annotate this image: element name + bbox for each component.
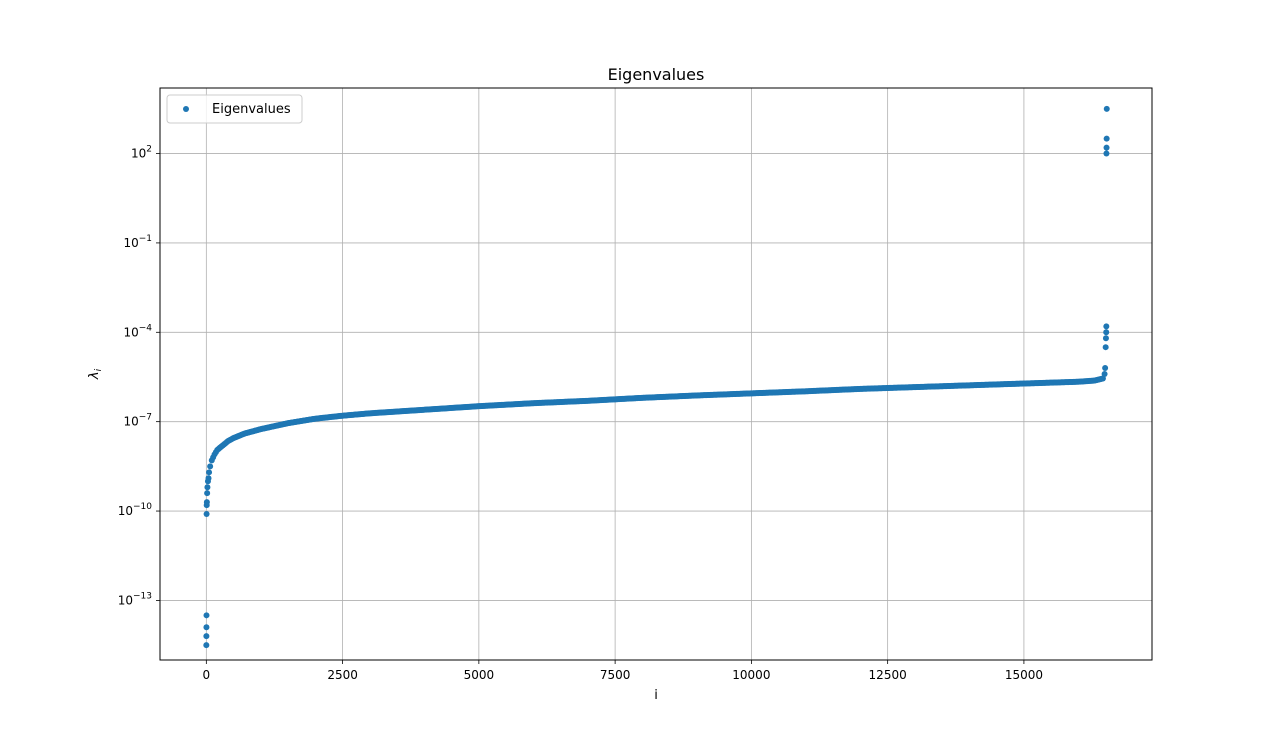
data-point	[1103, 144, 1110, 151]
x-tick-label: 7500	[600, 668, 631, 682]
data-point	[1102, 365, 1109, 372]
y-tick-label-power: −1	[139, 234, 152, 244]
x-tick-label: 2500	[327, 668, 358, 682]
y-tick-label-power: −4	[139, 323, 153, 333]
legend-box	[166, 94, 303, 124]
x-tick-label: 15000	[1005, 668, 1043, 682]
x-tick-label: 12500	[869, 668, 907, 682]
data-point	[1103, 329, 1110, 336]
data-point	[1103, 105, 1110, 112]
y-tick-label-power: 2	[146, 145, 152, 155]
y-tick-label: 10−7	[123, 413, 152, 429]
y-tick-label: 10−4	[123, 323, 152, 339]
data-points	[203, 105, 1110, 649]
y-axis-label-symbol: λ	[87, 371, 102, 380]
x-tick-label: 0	[203, 668, 211, 682]
chart-title: Eigenvalues	[608, 65, 705, 84]
y-tick-label-power: −13	[133, 591, 152, 601]
data-point	[206, 469, 213, 476]
data-point	[203, 642, 210, 649]
data-point	[210, 454, 217, 461]
y-tick-label: 10−1	[123, 234, 152, 250]
plot-frame	[159, 87, 1153, 661]
y-tick-label: 10−13	[118, 591, 152, 607]
data-point	[203, 612, 210, 619]
data-point	[1098, 375, 1105, 382]
y-tick-label-base: 10	[123, 325, 138, 339]
y-tick-label-power: −7	[139, 413, 152, 423]
data-point	[203, 624, 210, 631]
y-tick-label: 102	[131, 145, 152, 161]
y-axis-label: λi	[87, 368, 104, 380]
legend-label: Eigenvalues	[212, 102, 291, 117]
y-tick-label-base: 10	[118, 504, 133, 518]
grid-lines	[160, 88, 1152, 660]
data-point	[1102, 335, 1109, 342]
data-point	[1103, 135, 1110, 142]
y-tick-label-base: 10	[123, 236, 138, 250]
data-point	[203, 499, 210, 506]
data-point	[204, 490, 211, 497]
x-axis-label: i	[654, 688, 658, 703]
y-tick-label-power: −10	[133, 502, 152, 512]
data-point	[1101, 371, 1108, 377]
x-tick-label: 5000	[464, 668, 495, 682]
data-point	[207, 463, 214, 470]
y-tick-label-base: 10	[131, 147, 146, 161]
data-point	[203, 633, 210, 640]
data-point	[203, 511, 210, 518]
data-point	[205, 475, 212, 482]
data-point	[1103, 323, 1110, 330]
y-tick-label-base: 10	[118, 593, 133, 607]
y-tick-label: 10−10	[118, 502, 153, 518]
x-axis: 0 2500 5000 7500 10000 12500 15000	[203, 660, 1043, 682]
y-axis-label-subscript: i	[94, 368, 104, 371]
y-tick-label-base: 10	[123, 415, 138, 429]
data-point	[204, 484, 211, 491]
x-tick-label: 10000	[732, 668, 770, 682]
legend-marker	[183, 106, 189, 112]
legend: Eigenvalues	[166, 94, 303, 124]
data-point	[1103, 150, 1110, 157]
data-point	[1102, 344, 1109, 351]
